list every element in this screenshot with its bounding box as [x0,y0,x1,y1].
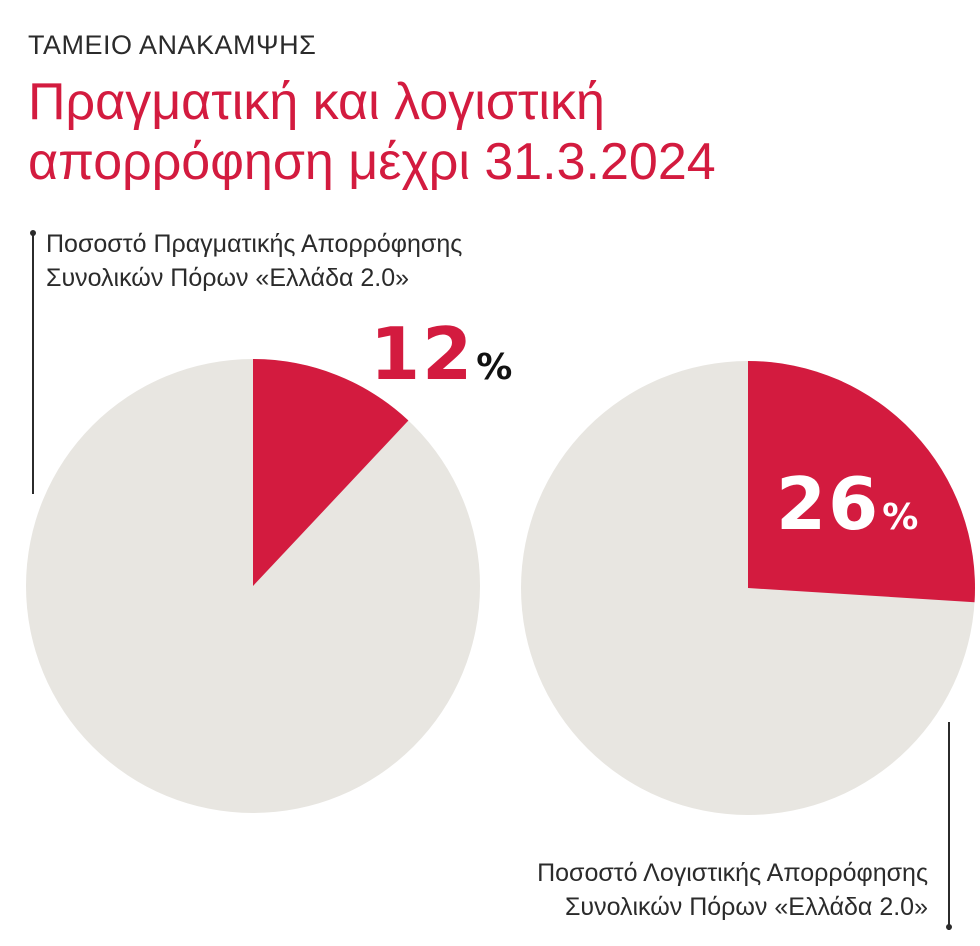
pie-1-value-number: 12 [370,312,475,396]
pie-1-value-label: 12% [370,318,512,390]
pie-2-label-line-2: Συνολικών Πόρων «Ελλάδα 2.0» [564,893,928,921]
pie-2-label: Ποσοστό Λογιστικής Απορρόφησης Συνολικών… [537,856,928,924]
label-leader-dot-2 [946,924,952,930]
label-leader-dot-1 [30,230,36,236]
pie-2-value-label: 26% [776,468,918,540]
pie-2-value-slice [748,361,975,603]
pie-1-value-unit: % [476,347,513,388]
pie-1-label-line-2: Συνολικών Πόρων «Ελλάδα 2.0» [46,264,410,292]
pie-chart-real-absorption [26,359,480,813]
label-leader-line-2 [948,722,950,930]
title-line-1: Πραγματική και λογιστική [28,73,605,131]
pie-1-label-line-1: Ποσοστό Πραγματικής Απορρόφησης [46,230,463,258]
pie-1-label: Ποσοστό Πραγματικής Απορρόφησης Συνολικώ… [46,227,462,295]
pie-2-label-line-1: Ποσοστό Λογιστικής Απορρόφησης [537,859,928,887]
pie-1-value-slice [253,359,409,586]
pie-chart-accounting-absorption [521,361,975,815]
chart-title: Πραγματική και λογιστική απορρόφηση μέχρ… [28,72,948,192]
pie-2-value-unit: % [882,497,919,538]
pie-2-value-number: 26 [776,462,881,546]
title-line-2: απορρόφηση μέχρι 31.3.2024 [28,133,716,191]
kicker: ΤΑΜΕΙΟ ΑΝΑΚΑΜΨΗΣ [28,30,317,60]
label-leader-line-1 [32,232,34,494]
